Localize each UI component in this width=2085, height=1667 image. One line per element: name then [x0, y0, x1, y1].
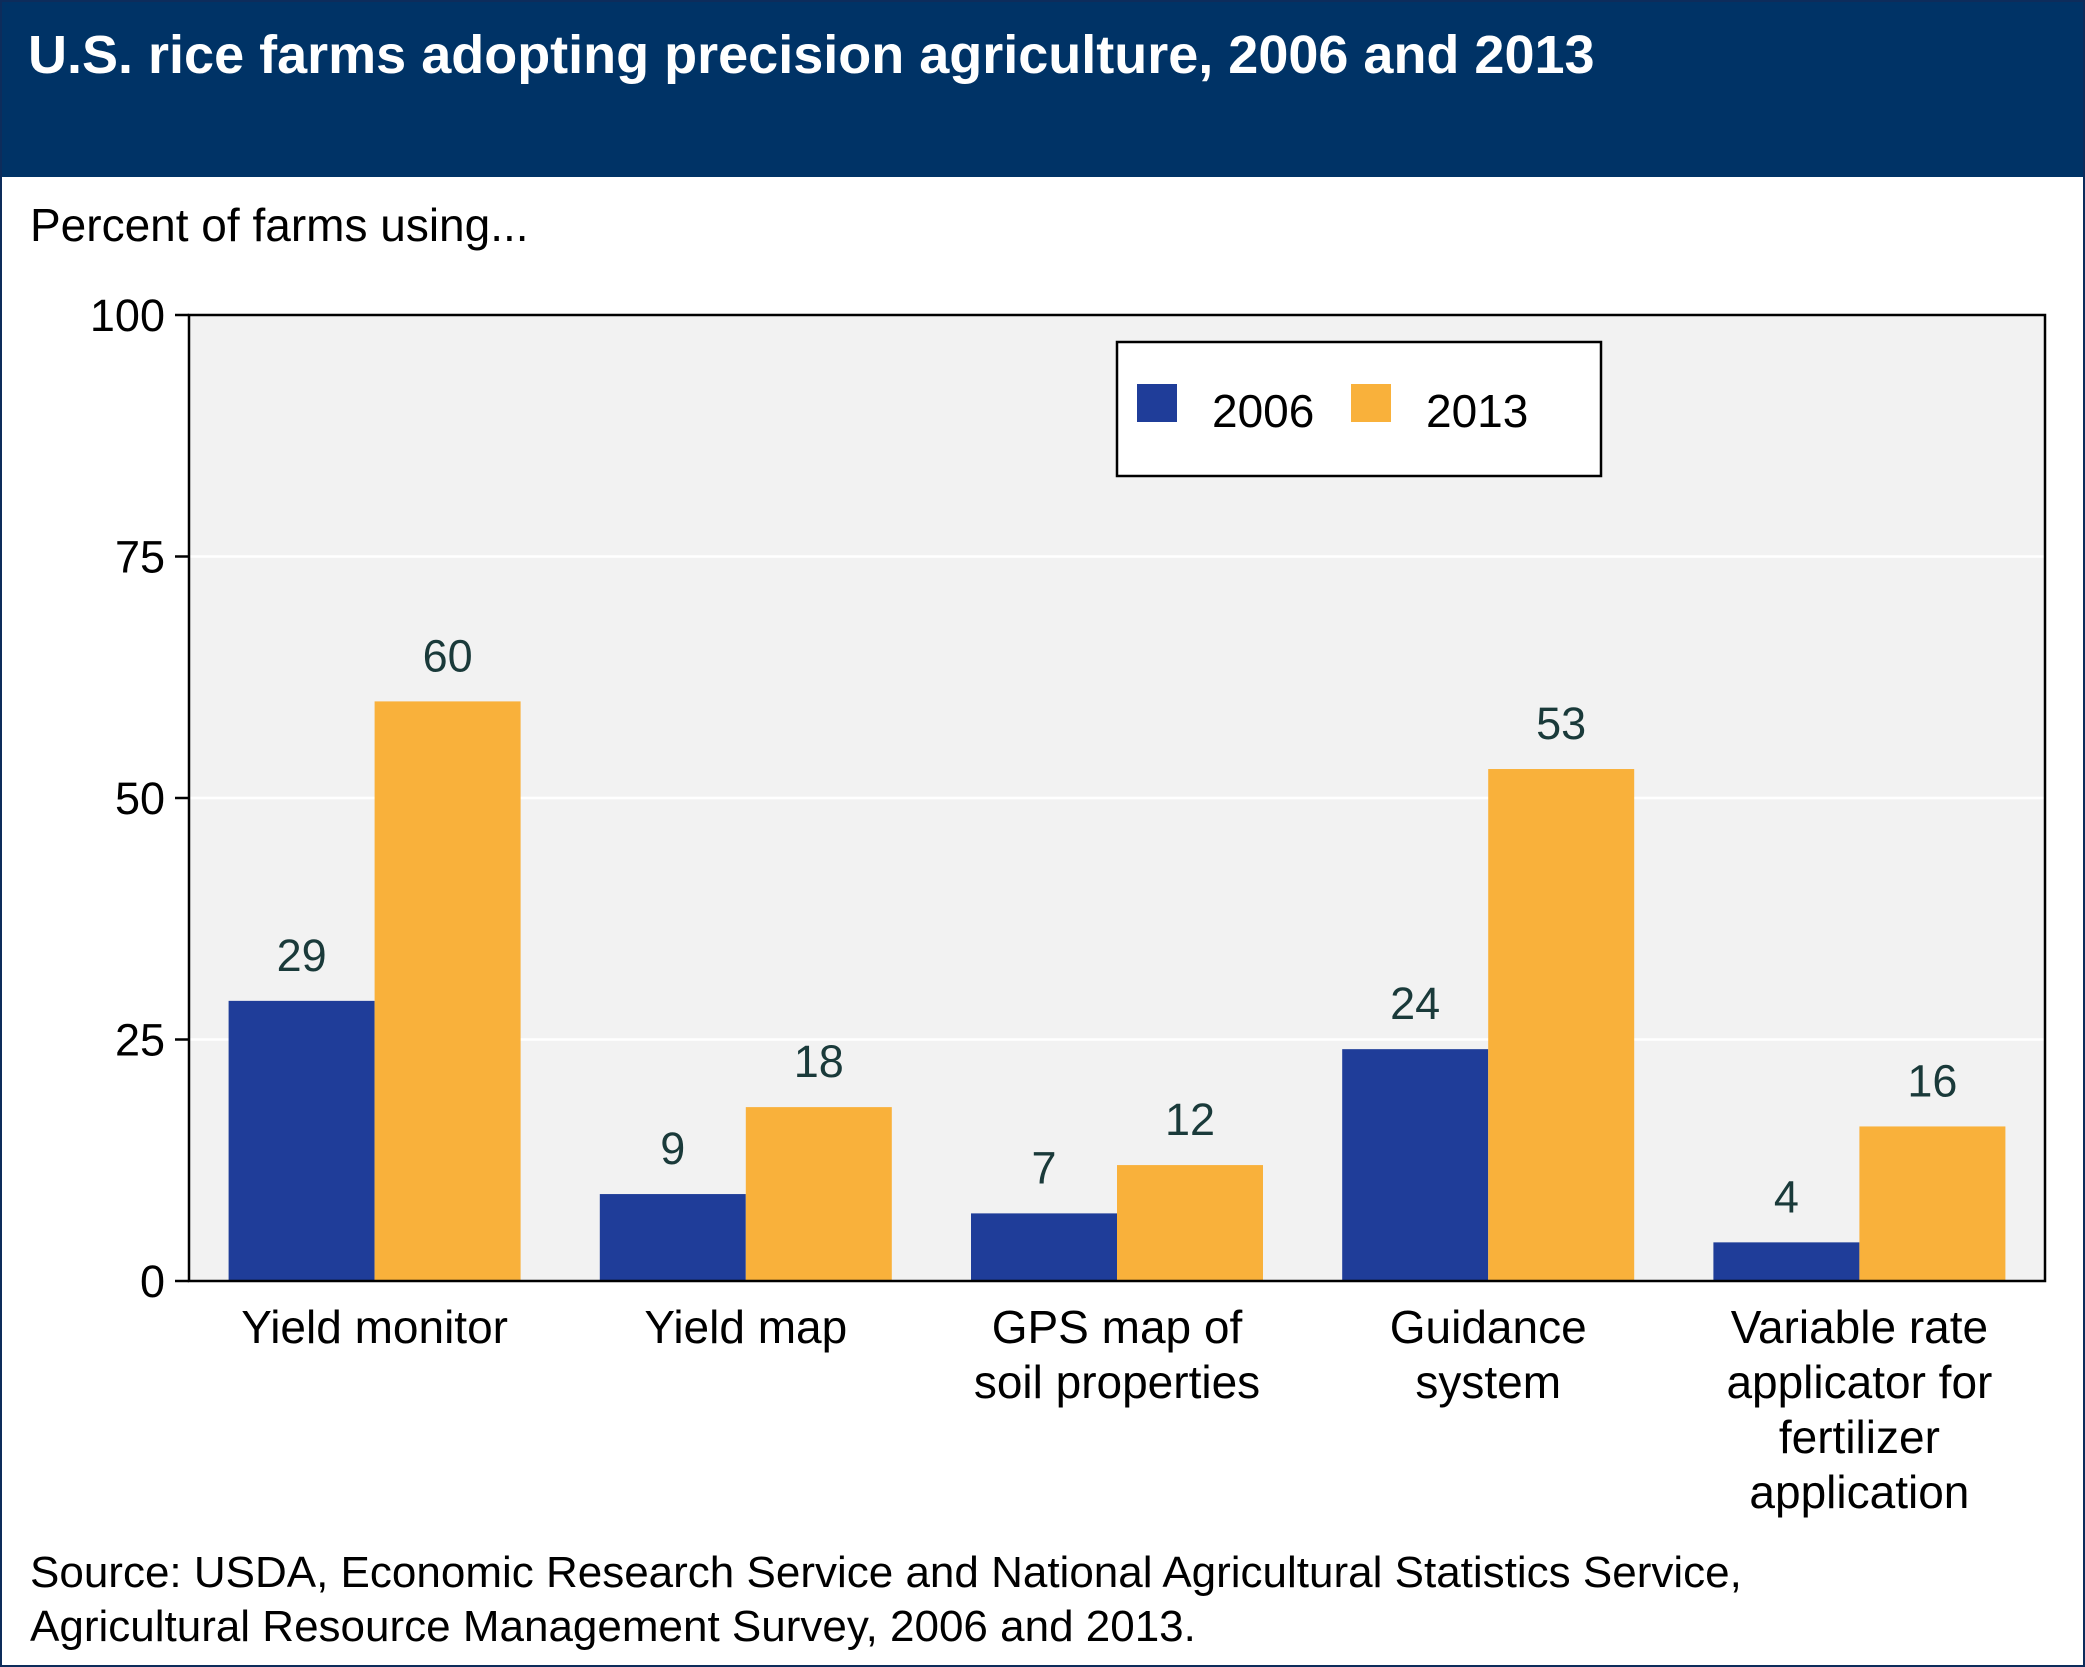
data-label: 18	[794, 1036, 844, 1087]
source-line-1: Source: USDA, Economic Research Service …	[30, 1548, 1742, 1597]
legend-swatch-2006	[1137, 384, 1177, 422]
bar-2013	[1117, 1165, 1263, 1281]
x-tick-label: applicator for	[1726, 1356, 1992, 1408]
data-label: 24	[1390, 978, 1440, 1029]
x-tick-label: soil properties	[974, 1356, 1260, 1408]
legend: 2006 2013	[1115, 340, 1603, 478]
data-labels: 29 60 9 18 7 12 24 53 4 16	[277, 630, 1958, 1222]
legend-label: 2006	[1212, 385, 1314, 437]
bar-2006	[599, 1194, 746, 1281]
legend-swatch-2013	[1351, 384, 1391, 422]
data-label: 9	[660, 1123, 685, 1174]
data-label: 53	[1536, 698, 1586, 749]
y-tick-label: 0	[140, 1256, 165, 1307]
data-label: 16	[1907, 1055, 1957, 1106]
bars	[228, 701, 2006, 1281]
data-label: 4	[1774, 1171, 1799, 1222]
y-axis-caption: Percent of farms using...	[30, 199, 529, 251]
x-tick-label: system	[1415, 1356, 1561, 1408]
source-note: Source: USDA, Economic Research Service …	[30, 1546, 1742, 1654]
x-tick-label: Yield map	[644, 1301, 847, 1353]
source-line-2: Agricultural Resource Management Survey,…	[30, 1602, 1196, 1651]
y-tick-label: 75	[115, 532, 165, 583]
header-bar: U.S. rice farms adopting precision agric…	[2, 2, 2083, 177]
x-tick-label: application	[1749, 1466, 1969, 1518]
data-label: 12	[1165, 1094, 1215, 1145]
bar-2013	[374, 701, 521, 1281]
bar-2006	[1342, 1049, 1489, 1281]
bar-2013	[745, 1107, 892, 1281]
bar-2006	[228, 1000, 375, 1281]
bar-2013	[1859, 1126, 2006, 1281]
data-label: 60	[423, 630, 473, 681]
x-tick-label: GPS map of	[992, 1301, 1243, 1353]
y-axis: 0 25 50 75 100	[90, 290, 189, 1307]
chart-title: U.S. rice farms adopting precision agric…	[28, 25, 1595, 85]
y-tick-label: 50	[115, 773, 165, 824]
y-tick-label: 100	[90, 290, 165, 341]
x-tick-label: Yield monitor	[241, 1301, 508, 1353]
x-tick-label: Variable rate	[1731, 1301, 1988, 1353]
y-tick-label: 25	[115, 1015, 165, 1066]
data-label: 29	[277, 930, 327, 981]
data-label: 7	[1031, 1142, 1056, 1193]
x-tick-label: fertilizer	[1779, 1411, 1940, 1463]
bar-2006	[971, 1213, 1117, 1281]
x-tick-label: Guidance	[1390, 1301, 1587, 1353]
bar-chart: 29 60 9 18 7 12 24 53 4 16 0 25 50 75 100 Yield monit…	[90, 290, 2047, 1518]
bar-2006	[1713, 1242, 1860, 1281]
bar-2013	[1488, 769, 1635, 1281]
legend-label: 2013	[1426, 385, 1528, 437]
